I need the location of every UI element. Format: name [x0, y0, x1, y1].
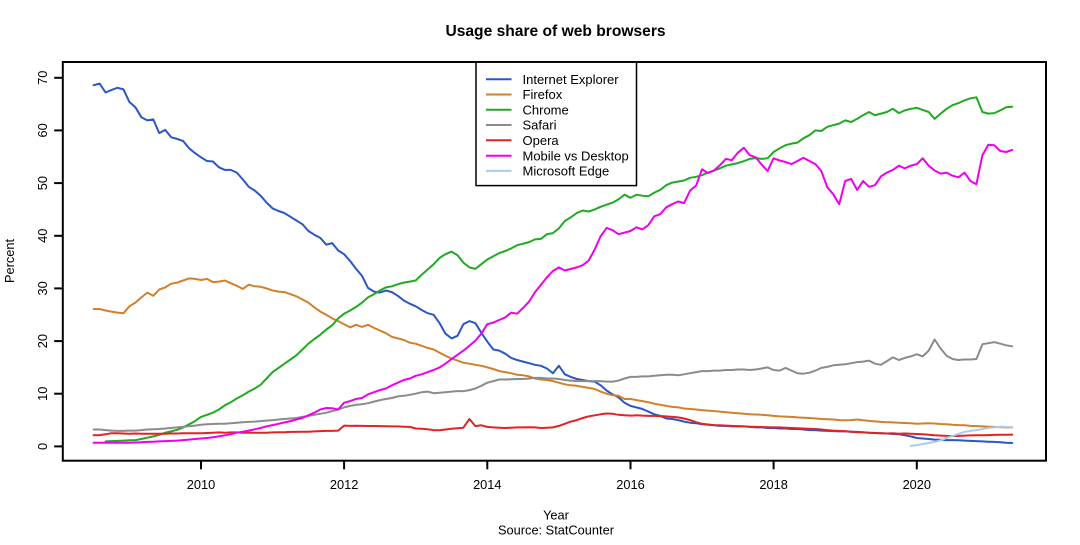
svg-text:Percent: Percent — [2, 239, 17, 284]
svg-text:20: 20 — [35, 334, 50, 348]
svg-text:Mobile vs Desktop: Mobile vs Desktop — [523, 148, 629, 163]
svg-text:Chrome: Chrome — [523, 102, 569, 117]
svg-text:2020: 2020 — [903, 477, 931, 492]
svg-text:Firefox: Firefox — [523, 87, 563, 102]
svg-text:Safari: Safari — [523, 118, 557, 133]
svg-text:60: 60 — [35, 123, 50, 137]
svg-text:70: 70 — [35, 71, 50, 85]
svg-text:50: 50 — [35, 176, 50, 190]
svg-text:Usage share of web browsers: Usage share of web browsers — [445, 23, 665, 40]
svg-text:2018: 2018 — [759, 477, 787, 492]
svg-text:Microsoft Edge: Microsoft Edge — [523, 164, 610, 179]
svg-text:2012: 2012 — [330, 477, 358, 492]
svg-text:2010: 2010 — [187, 477, 215, 492]
svg-text:0: 0 — [35, 443, 50, 450]
svg-text:Source: StatCounter: Source: StatCounter — [498, 523, 615, 538]
svg-text:Internet Explorer: Internet Explorer — [523, 72, 620, 87]
svg-text:2016: 2016 — [616, 477, 644, 492]
svg-text:10: 10 — [35, 387, 50, 401]
svg-text:2014: 2014 — [473, 477, 501, 492]
svg-text:30: 30 — [35, 281, 50, 295]
svg-text:Year: Year — [543, 508, 570, 523]
svg-text:40: 40 — [35, 229, 50, 243]
svg-text:Opera: Opera — [523, 133, 560, 148]
